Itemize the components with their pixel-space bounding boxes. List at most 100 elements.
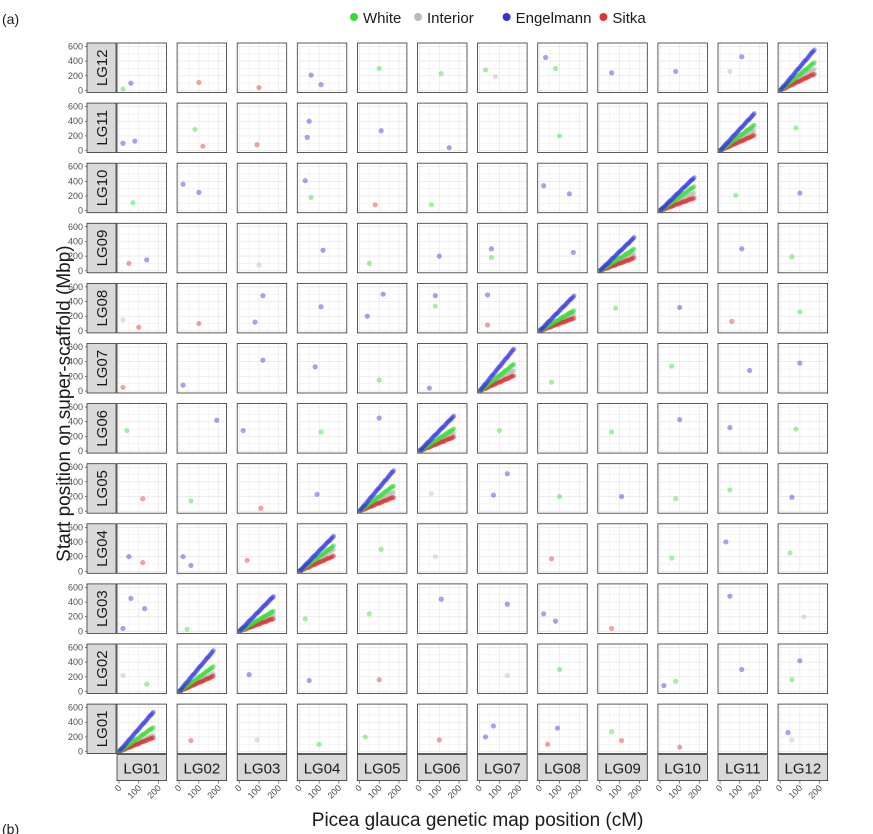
point-sitka — [674, 201, 680, 207]
point-engelmann — [618, 248, 624, 254]
y-tick-label: 0 — [78, 446, 83, 456]
point-engelmann — [676, 189, 682, 195]
point-sitka — [732, 141, 738, 147]
point-engelmann — [783, 81, 789, 87]
point-interior — [732, 139, 738, 145]
point-white — [803, 67, 809, 73]
row-strip-label: LG10 — [94, 170, 111, 207]
row-strip-LG05: LG05 — [86, 463, 117, 514]
point-sitka — [565, 318, 571, 323]
point-white — [673, 196, 679, 202]
point-white — [624, 250, 630, 256]
point-white — [681, 190, 687, 196]
point-interior — [628, 253, 634, 259]
point-sitka — [660, 206, 666, 212]
point-sitka — [376, 677, 382, 683]
point-interior — [669, 202, 675, 207]
panel-LG01-LG12 — [777, 703, 828, 754]
point-sitka — [604, 266, 609, 271]
point-sitka — [607, 264, 613, 270]
point-engelmann — [686, 180, 692, 186]
point-sitka — [786, 83, 792, 89]
point-engelmann — [600, 265, 605, 271]
panel-LG01-LG01 — [116, 703, 167, 754]
point-white — [795, 73, 801, 79]
col-strip-LG12: LG12 — [777, 754, 828, 781]
point-sitka — [725, 144, 731, 150]
point-sitka — [794, 79, 800, 85]
point-white — [798, 71, 804, 76]
point-engelmann — [211, 648, 216, 653]
point-interior — [667, 202, 673, 208]
row-strip-LG11: LG11 — [86, 102, 117, 153]
point-sitka — [748, 134, 754, 140]
point-white — [797, 309, 803, 315]
point-interior — [613, 260, 619, 266]
point-white — [684, 189, 689, 195]
point-white — [785, 81, 791, 87]
point-white — [130, 200, 136, 206]
point-sitka — [729, 142, 735, 148]
point-engelmann — [797, 65, 802, 71]
panel-LG09-LG05 — [356, 222, 408, 274]
point-engelmann — [685, 181, 691, 187]
point-engelmann — [673, 68, 679, 75]
point-sitka — [659, 207, 665, 213]
point-white — [794, 73, 800, 79]
point-white — [784, 82, 790, 88]
y-tick-label: 400 — [68, 417, 83, 427]
point-interior — [598, 267, 604, 273]
col-strip-label: LG10 — [664, 761, 701, 778]
point-sitka — [617, 260, 623, 266]
point-engelmann — [726, 138, 732, 144]
point-engelmann — [260, 357, 266, 363]
point-interior — [254, 737, 260, 743]
point-sitka — [726, 144, 732, 150]
point-engelmann — [625, 241, 631, 247]
point-sitka — [549, 324, 555, 329]
point-sitka — [619, 260, 624, 266]
panel-LG03-LG03 — [236, 583, 288, 634]
point-sitka — [735, 140, 741, 146]
panel-LG06-LG06 — [417, 403, 468, 454]
point-sitka — [663, 206, 669, 211]
point-engelmann — [807, 52, 813, 58]
legend-key-white — [350, 13, 358, 21]
point-interior — [729, 141, 734, 147]
panel-LG12-LG12 — [777, 42, 828, 93]
point-white — [779, 86, 785, 92]
point-white — [124, 427, 130, 434]
col-strip-LG06: LG06 — [417, 754, 468, 781]
point-white — [627, 249, 632, 255]
point-interior — [677, 197, 683, 203]
point-interior — [795, 76, 801, 82]
point-sitka — [685, 197, 691, 203]
point-white — [331, 543, 337, 549]
point-white — [362, 734, 368, 740]
col-strip-label: LG03 — [244, 761, 281, 778]
point-white — [749, 124, 755, 130]
point-interior — [563, 316, 568, 322]
point-white — [781, 84, 787, 90]
point-engelmann — [787, 76, 793, 81]
point-engelmann — [613, 252, 619, 258]
point-white — [668, 200, 674, 206]
col-strip-label: LG11 — [725, 761, 761, 778]
point-white — [744, 128, 749, 134]
point-white — [801, 68, 806, 74]
point-white — [778, 87, 783, 93]
facet-panels — [116, 42, 828, 754]
point-interior — [810, 67, 816, 73]
point-sitka — [547, 324, 553, 330]
point-sitka — [621, 259, 627, 265]
panel-LG01-LG06 — [417, 703, 468, 754]
point-sitka — [683, 198, 689, 204]
point-white — [602, 264, 608, 270]
point-engelmann — [504, 601, 510, 607]
point-sitka — [742, 137, 748, 142]
row-strip-label: LG11 — [94, 110, 111, 146]
panel-LG11-LG06 — [417, 102, 468, 153]
point-interior — [792, 78, 798, 84]
point-engelmann — [739, 666, 745, 673]
point-interior — [566, 313, 572, 319]
